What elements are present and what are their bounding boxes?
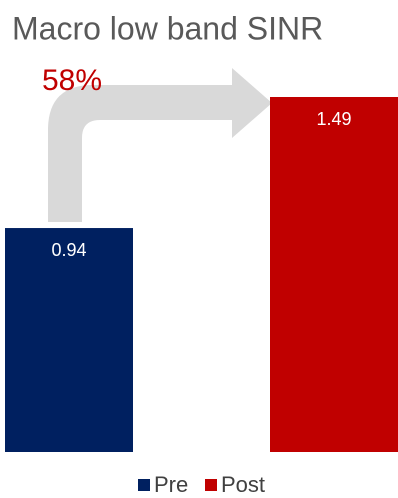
legend-swatch: [138, 479, 150, 491]
bar: [270, 97, 398, 452]
bar: [5, 228, 133, 452]
growth-arrow: [48, 68, 272, 222]
legend-swatch: [205, 479, 217, 491]
data-label: 1.49: [316, 109, 351, 129]
annotation: 58%: [42, 64, 102, 97]
chart-title: Macro low band SINR: [12, 10, 323, 46]
data-label: 0.94: [51, 240, 86, 260]
legend-label: Pre: [154, 472, 188, 497]
legend-label: Post: [221, 472, 265, 497]
